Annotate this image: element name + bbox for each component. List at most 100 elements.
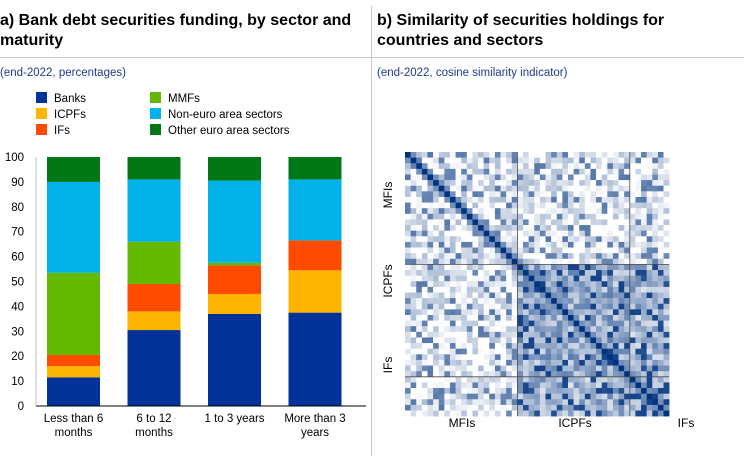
heatmap-cell bbox=[579, 343, 586, 349]
heatmap-cell bbox=[551, 376, 558, 383]
heatmap-cell bbox=[596, 314, 602, 321]
heatmap-cell bbox=[455, 253, 462, 260]
heatmap-cell bbox=[483, 196, 490, 203]
heatmap-cell bbox=[556, 337, 563, 344]
heatmap-cell bbox=[646, 275, 653, 282]
heatmap-cell bbox=[461, 225, 468, 231]
heatmap-cell bbox=[573, 337, 580, 344]
heatmap-cell bbox=[461, 152, 468, 158]
heatmap-cell bbox=[590, 326, 597, 333]
heatmap-cell bbox=[646, 303, 653, 310]
heatmap-cell bbox=[449, 213, 456, 220]
heatmap-cell bbox=[455, 264, 462, 271]
heatmap-cell bbox=[410, 264, 417, 271]
heatmap-cell bbox=[494, 191, 501, 198]
heatmap-cell bbox=[489, 213, 496, 220]
heatmap-cell bbox=[483, 331, 490, 338]
heatmap-cell bbox=[612, 163, 619, 170]
heatmap-cell bbox=[584, 331, 591, 338]
heatmap-cell bbox=[489, 230, 496, 237]
heatmap-cell bbox=[534, 180, 541, 187]
heatmap-cell bbox=[567, 213, 574, 220]
heatmap-cell bbox=[551, 196, 558, 203]
heatmap-cell bbox=[410, 320, 417, 327]
heatmap-cell bbox=[562, 253, 569, 260]
heatmap-cell bbox=[433, 281, 440, 288]
heatmap-cell bbox=[523, 320, 529, 327]
heatmap-cell bbox=[534, 292, 541, 299]
heatmap-cell bbox=[612, 404, 619, 411]
heatmap-cell bbox=[590, 157, 597, 164]
heatmap-cell bbox=[596, 326, 602, 333]
heatmap-cell bbox=[438, 410, 445, 417]
heatmap-cell bbox=[528, 247, 535, 254]
heatmap-cell bbox=[494, 286, 501, 293]
heatmap-cell bbox=[410, 258, 417, 265]
heatmap-cell bbox=[573, 399, 580, 406]
heatmap-cell bbox=[472, 337, 479, 344]
heatmap-cell bbox=[511, 371, 518, 378]
heatmap-cell bbox=[551, 326, 558, 333]
heatmap-cell bbox=[652, 337, 659, 344]
heatmap-cell bbox=[455, 354, 462, 361]
heatmap-cell bbox=[607, 213, 614, 220]
heatmap-cell bbox=[539, 191, 546, 198]
heatmap-cell bbox=[562, 168, 569, 175]
heatmap-cell bbox=[478, 348, 484, 355]
heatmap-cell bbox=[663, 399, 670, 406]
heatmap-cell bbox=[601, 309, 608, 316]
heatmap-cell bbox=[472, 404, 479, 411]
y-tick-label: 50 bbox=[11, 277, 24, 289]
heatmap-cell bbox=[405, 326, 411, 333]
heatmap-cell bbox=[663, 371, 670, 378]
heatmap-cell bbox=[466, 180, 473, 187]
heatmap-cell bbox=[629, 371, 636, 378]
heatmap-cell bbox=[427, 286, 434, 293]
heatmap-cell bbox=[500, 208, 507, 215]
heatmap-cell bbox=[573, 168, 580, 175]
heatmap-cell bbox=[562, 247, 569, 254]
heatmap-cell bbox=[663, 213, 670, 220]
heatmap-cell bbox=[657, 213, 664, 220]
heatmap-cell bbox=[596, 393, 602, 400]
heatmap-cell bbox=[596, 264, 602, 271]
heatmap-cell bbox=[466, 275, 473, 282]
heatmap-cell bbox=[624, 337, 631, 344]
heatmap-cell bbox=[494, 331, 501, 338]
heatmap-cell bbox=[528, 320, 535, 327]
heatmap-cell bbox=[416, 281, 423, 288]
heatmap-cell bbox=[410, 213, 417, 220]
heatmap-cell bbox=[438, 174, 445, 181]
heatmap-cell bbox=[590, 230, 597, 237]
heatmap-cell bbox=[444, 196, 451, 203]
heatmap-cell bbox=[567, 393, 574, 400]
heatmap-cell bbox=[444, 286, 451, 293]
heatmap-cell bbox=[410, 163, 417, 170]
heatmap-cell bbox=[511, 281, 518, 288]
heatmap-cell bbox=[528, 208, 535, 215]
heatmap-cell bbox=[444, 371, 451, 378]
heatmap-cell bbox=[421, 388, 428, 394]
heatmap-cell bbox=[663, 230, 670, 237]
heatmap-cell bbox=[466, 258, 473, 265]
heatmap-cell bbox=[551, 275, 558, 282]
heatmap-cell bbox=[494, 393, 501, 400]
heatmap-cell bbox=[506, 371, 513, 378]
heatmap-cell bbox=[449, 376, 456, 383]
heatmap-cell bbox=[567, 258, 574, 265]
heatmap-cell bbox=[545, 354, 552, 361]
heatmap-cell bbox=[618, 270, 625, 276]
heatmap-cell bbox=[444, 410, 451, 417]
heatmap-cell bbox=[523, 174, 529, 181]
heatmap-cell bbox=[539, 320, 546, 327]
heatmap-cell bbox=[607, 253, 614, 260]
heatmap-cell bbox=[511, 208, 518, 215]
heatmap-cell bbox=[494, 303, 501, 310]
heatmap-cell bbox=[523, 337, 529, 344]
heatmap-cell bbox=[562, 376, 569, 383]
heatmap-cell bbox=[646, 191, 653, 198]
heatmap-cell bbox=[612, 264, 619, 271]
heatmap-cell bbox=[506, 331, 513, 338]
heatmap-cell bbox=[523, 157, 529, 164]
heatmap-cell bbox=[421, 303, 428, 310]
